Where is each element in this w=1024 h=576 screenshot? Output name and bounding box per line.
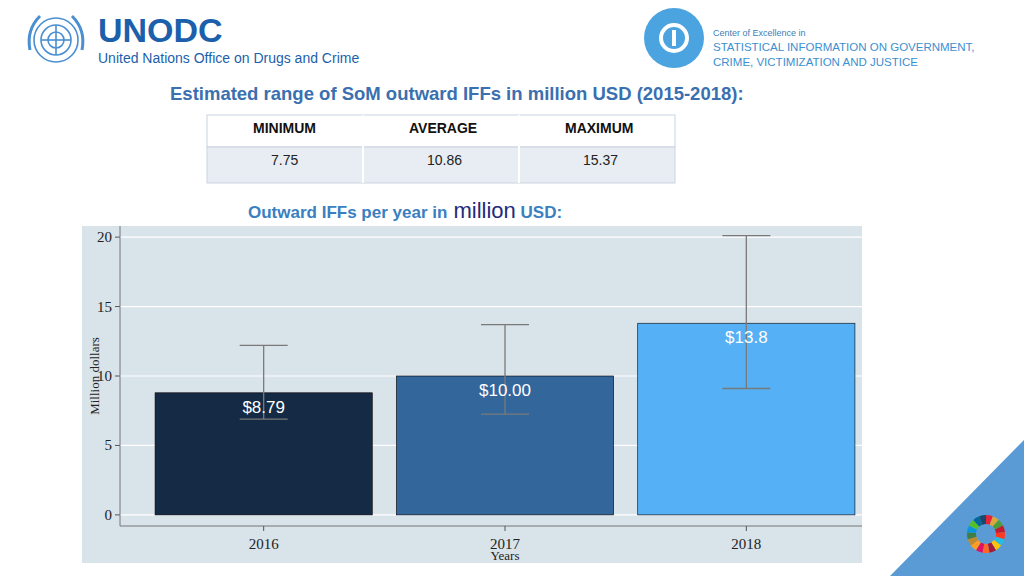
org-name: UNODC — [98, 11, 223, 49]
y-tick-label: 5 — [105, 437, 113, 453]
error-cap — [240, 418, 288, 419]
table-body-row — [207, 147, 675, 183]
sdg-segment — [967, 532, 976, 539]
marks — [155, 236, 855, 515]
error-cap — [481, 414, 529, 415]
data-label: $8.79 — [242, 398, 285, 417]
table-header: MAXIMUM — [565, 120, 633, 136]
coe-name: CRIME, VICTIMIZATION AND JUSTICE — [713, 56, 918, 68]
grid-line — [120, 306, 862, 307]
x-axis-label: Years — [490, 548, 519, 563]
y-tick-label: 15 — [97, 299, 112, 315]
table-divider — [518, 115, 520, 183]
error-bar — [481, 325, 529, 415]
y-tick — [115, 376, 120, 377]
chart-title-part: USD: — [516, 203, 562, 222]
chart-title: Outward IFFs per year in million USD: — [248, 198, 562, 223]
y-axis — [120, 226, 121, 526]
coe-logo — [644, 8, 704, 68]
error-cap — [722, 235, 770, 236]
error-stem — [504, 325, 505, 415]
bar — [396, 376, 613, 515]
error-bar — [722, 236, 770, 389]
coe-ring — [661, 25, 687, 51]
y-tick-label: 0 — [105, 507, 113, 523]
error-cap — [481, 324, 529, 325]
table-cell: 15.37 — [583, 152, 618, 168]
x-tick — [746, 526, 747, 531]
data-label: $13.8 — [725, 328, 768, 347]
table-header: AVERAGE — [409, 120, 477, 136]
data-label: $10.00 — [479, 381, 531, 400]
error-bar — [240, 345, 288, 419]
table-header: MINIMUM — [253, 120, 316, 136]
un-emblem — [29, 16, 83, 62]
error-cap — [240, 345, 288, 346]
y-axis-label: Million dollars — [87, 337, 102, 415]
error-cap — [722, 388, 770, 389]
x-axis — [120, 526, 862, 527]
emblem-ring — [34, 18, 78, 62]
emblem-laurel — [29, 16, 83, 50]
bar — [155, 393, 372, 515]
sdg-segment — [995, 526, 1005, 534]
org-full-name: United Nations Office on Drugs and Crime — [98, 50, 359, 66]
coe-bar — [672, 30, 676, 46]
sdg-wheel — [967, 515, 1005, 553]
plot-panel — [82, 226, 862, 563]
grid-line — [120, 237, 862, 238]
coe-circle — [644, 8, 704, 68]
table-cell: 7.75 — [271, 152, 298, 168]
chart-title-part: million — [447, 198, 515, 223]
table-divider — [362, 115, 364, 183]
y-tick-label: 20 — [97, 229, 112, 245]
x-tick-label: 2018 — [731, 536, 761, 552]
coe-name: STATISTICAL INFORMATION ON GOVERNMENT, — [713, 41, 975, 53]
chart-title-part: Outward IFFs per year in — [248, 203, 447, 222]
table-title: Estimated range of SoM outward IFFs in m… — [170, 83, 744, 104]
x-tick-label: 2016 — [249, 536, 280, 552]
table-cell: 10.86 — [427, 152, 462, 168]
table-header-row — [207, 115, 675, 147]
coe-intro: Center of Excellence in — [713, 28, 806, 38]
y-tick — [115, 237, 120, 238]
slide: UNODCUnited Nations Office on Drugs and … — [0, 0, 1024, 576]
y-tick — [115, 445, 120, 446]
error-stem — [746, 236, 747, 389]
sdg-segment — [979, 515, 986, 525]
x-tick — [263, 526, 264, 531]
x-tick — [505, 526, 506, 531]
y-tick — [115, 306, 120, 307]
emblem-line — [55, 25, 57, 55]
y-tick — [115, 514, 120, 515]
corner-triangle — [890, 440, 1024, 576]
emblem-globe — [41, 25, 71, 55]
